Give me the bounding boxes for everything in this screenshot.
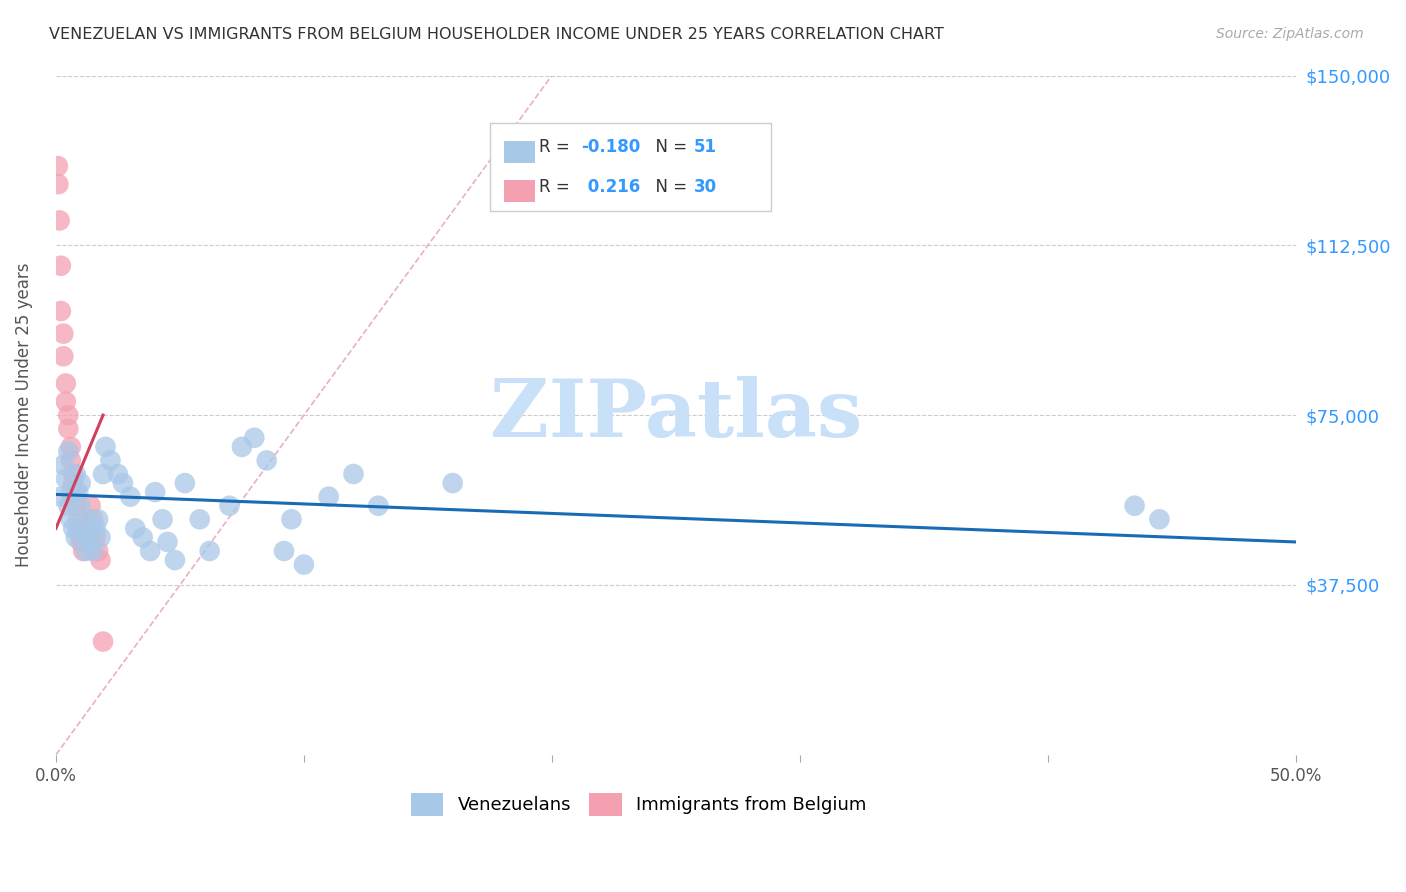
Point [69,530,91,544]
Point [280,512,302,526]
Point [87,544,110,558]
Legend: Venezuelans, Immigrants from Belgium: Venezuelans, Immigrants from Belgium [404,786,873,822]
Text: 51: 51 [695,138,717,156]
Point [58,444,80,458]
Point [49,490,72,504]
Point [72,521,94,535]
Point [77,512,100,526]
Point [143,485,166,500]
Point [59,485,82,500]
Point [100,453,122,467]
Point [52,349,75,363]
Point [111,476,134,491]
Point [67,512,90,526]
Point [218,499,240,513]
Text: 0.216: 0.216 [582,178,640,196]
Point [69,535,91,549]
Text: 30: 30 [695,178,717,196]
Point [342,467,364,481]
Point [58,422,80,436]
Point [292,558,315,572]
Point [124,521,146,535]
Point [67,485,90,500]
Point [48,213,70,227]
Point [273,544,295,558]
Point [59,512,82,526]
Point [173,476,195,491]
Point [90,530,112,544]
Point [152,512,174,526]
Point [84,521,107,535]
Point [62,521,84,535]
Point [67,521,90,535]
Point [107,467,129,481]
Text: N =: N = [645,178,692,196]
Point [52,458,75,472]
Point [1123,499,1146,513]
Point [65,467,87,481]
Text: R =: R = [540,138,575,156]
Point [84,530,107,544]
Point [91,634,114,648]
Point [52,326,75,341]
Point [243,431,266,445]
Point [55,471,77,485]
Point [75,521,97,535]
Point [156,535,179,549]
Point [79,499,101,513]
Point [87,512,110,526]
Point [90,553,112,567]
Point [91,467,114,481]
Point [59,440,82,454]
Point [367,499,389,513]
Text: N =: N = [645,138,692,156]
Point [1149,512,1171,526]
Point [69,499,91,513]
Point [75,544,97,558]
Point [318,490,340,504]
Point [65,485,87,500]
Point [139,544,162,558]
Point [59,453,82,467]
Point [75,530,97,544]
Point [46,159,69,173]
Point [198,544,221,558]
Point [77,530,100,544]
Point [120,490,142,504]
Point [94,440,117,454]
Point [82,512,104,526]
Point [55,394,77,409]
Point [441,476,464,491]
Point [131,530,153,544]
Y-axis label: Householder Income Under 25 years: Householder Income Under 25 years [15,263,32,567]
Point [163,553,186,567]
Point [65,530,87,544]
Point [79,535,101,549]
Text: VENEZUELAN VS IMMIGRANTS FROM BELGIUM HOUSEHOLDER INCOME UNDER 25 YEARS CORRELAT: VENEZUELAN VS IMMIGRANTS FROM BELGIUM HO… [49,27,943,42]
Point [65,499,87,513]
Text: -0.180: -0.180 [582,138,641,156]
Text: Source: ZipAtlas.com: Source: ZipAtlas.com [1216,27,1364,41]
Point [72,544,94,558]
Point [69,476,91,491]
Point [82,544,104,558]
Point [62,476,84,491]
Point [49,304,72,318]
Point [256,453,278,467]
Point [48,178,70,192]
Point [49,259,72,273]
Text: R =: R = [540,178,575,196]
Point [62,467,84,481]
Text: ZIPatlas: ZIPatlas [489,376,862,454]
Point [58,499,80,513]
Point [58,408,80,422]
Point [55,376,77,391]
Point [231,440,253,454]
Point [188,512,211,526]
